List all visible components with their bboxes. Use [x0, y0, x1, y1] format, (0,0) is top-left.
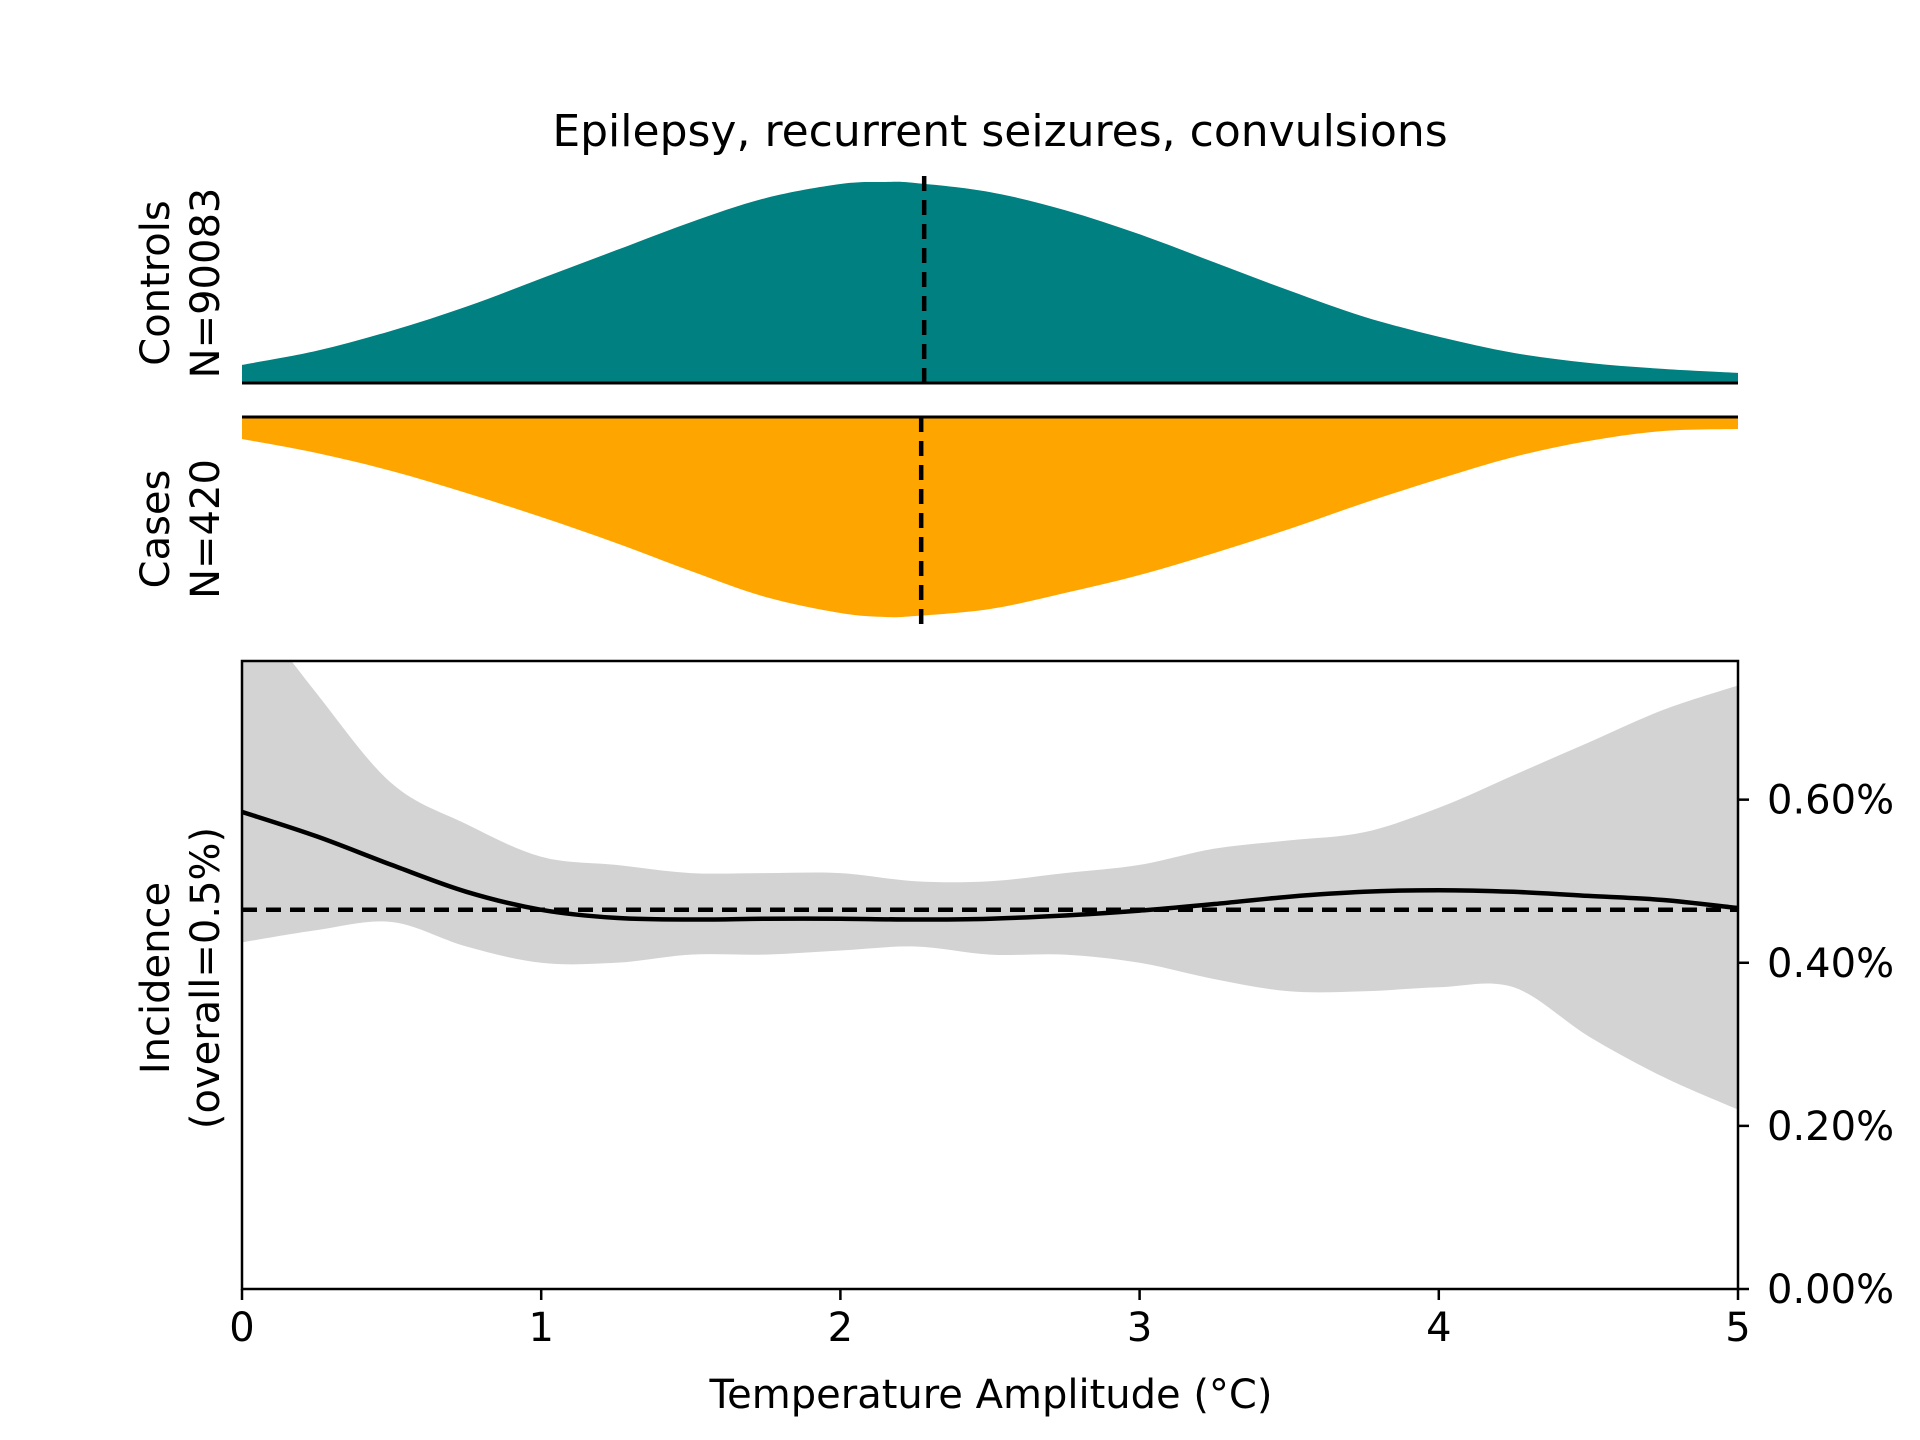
x-tick-label: 2	[828, 1305, 853, 1351]
cases-panel	[242, 415, 1738, 625]
controls-label-line2: N=90083	[183, 188, 229, 379]
y-tick-label: 0.60%	[1767, 778, 1894, 824]
incidence-estimate-line	[242, 809, 1738, 922]
incidence-panel: 0.00% 0.20% 0.40% 0.60% 0 1 2 3 4 5	[229, 659, 1894, 1351]
controls-label-line1: Controls	[133, 200, 179, 365]
y-tick-label: 0.40%	[1767, 941, 1894, 987]
incidence-confidence-band	[242, 661, 1738, 1110]
controls-panel	[242, 176, 1738, 385]
x-axis-label: Temperature Amplitude (°C)	[709, 1372, 1273, 1418]
incidence-frame	[240, 659, 1740, 1291]
cases-label-line2: N=420	[183, 459, 229, 599]
incidence-ylabel-line2: (overall=0.5%)	[183, 827, 229, 1129]
incidence-ylabel-line1: Incidence	[133, 882, 179, 1074]
x-tick-label: 1	[528, 1305, 553, 1351]
x-tick-label: 5	[1725, 1305, 1750, 1351]
controls-density-area	[242, 181, 1738, 383]
x-tick-label: 3	[1127, 1305, 1152, 1351]
cases-label-line1: Cases	[133, 470, 179, 589]
cases-density-area	[242, 417, 1738, 618]
x-tick-label: 0	[229, 1305, 254, 1351]
y-tick-label: 0.00%	[1767, 1267, 1894, 1313]
x-tick-label: 4	[1426, 1305, 1451, 1351]
y-tick-label: 0.20%	[1767, 1104, 1894, 1150]
chart-title: Epilepsy, recurrent seizures, convulsion…	[552, 106, 1447, 157]
